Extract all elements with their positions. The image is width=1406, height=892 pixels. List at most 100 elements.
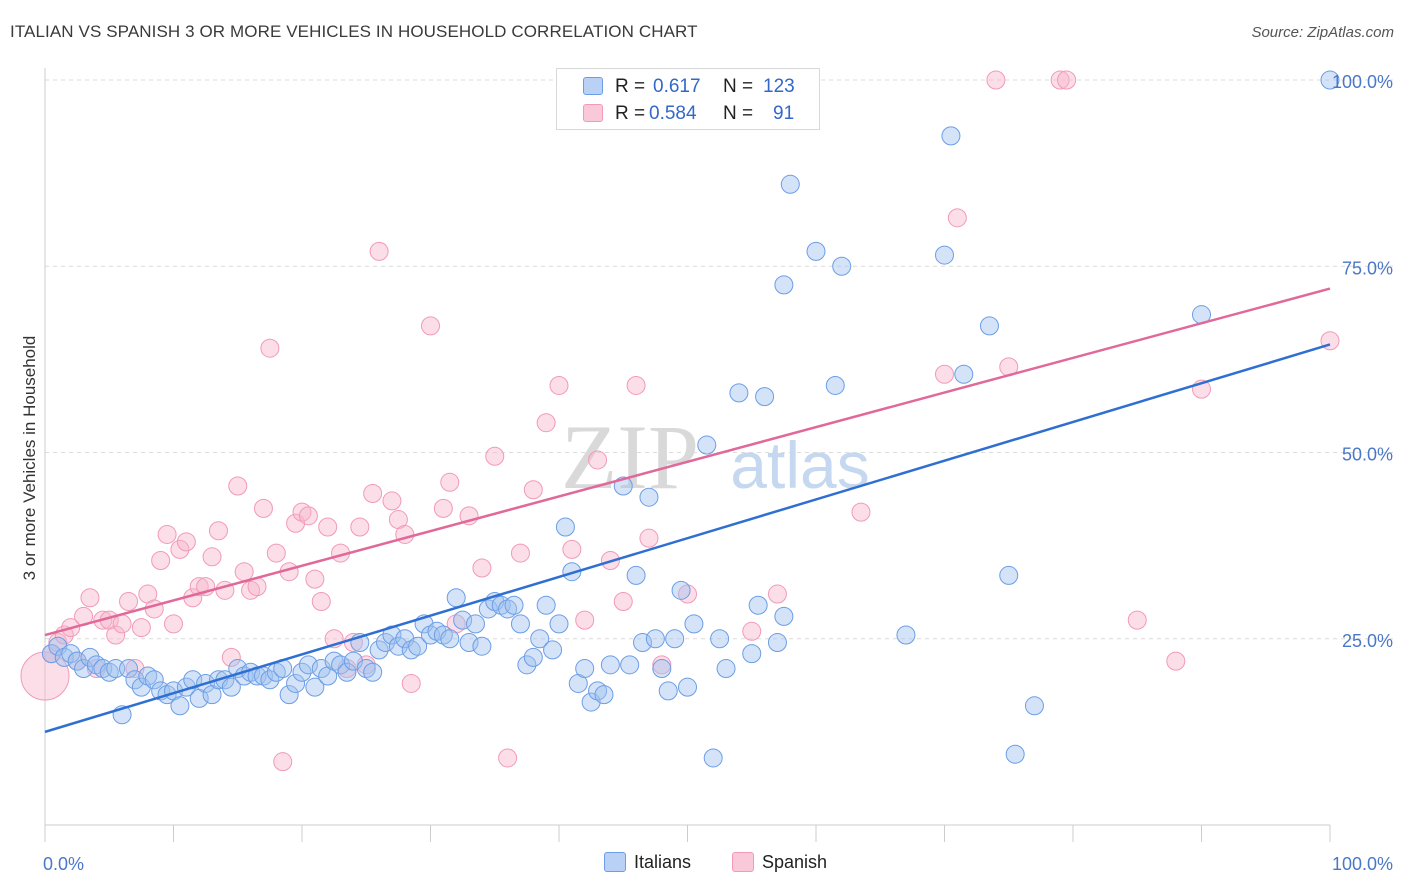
italians-point (633, 632, 653, 652)
spanish-point (947, 208, 967, 228)
spanish-point (510, 543, 530, 563)
italians-point (331, 655, 351, 675)
legend-italians: Italians (604, 852, 691, 873)
italians-point (465, 614, 485, 634)
italians-point (504, 595, 524, 615)
x-tick-label: 0.0% (43, 854, 84, 874)
spanish-point (305, 569, 325, 589)
italians-legend-swatch (604, 852, 626, 872)
italians-point (369, 640, 389, 660)
italians-point (755, 387, 775, 407)
spanish-point (1127, 610, 1147, 630)
italians-point (433, 625, 453, 645)
spanish-point (536, 413, 556, 433)
spanish-point (318, 517, 338, 537)
italians-point (510, 614, 530, 634)
spanish-point (311, 592, 331, 611)
italians-point (286, 673, 306, 693)
italians-point (780, 174, 800, 194)
legend-row-italians: R = 0.617 N = 123 (557, 74, 819, 100)
italians-point (710, 629, 730, 649)
legend-r-value: 0.617 (653, 76, 701, 97)
italians-point (678, 677, 697, 697)
italians-point (742, 644, 762, 664)
tick-labels: 25.0% 50.0% 75.0% 100.0% 0.0% 100.0% (43, 72, 1393, 874)
spanish-point (935, 364, 954, 384)
italians-point (305, 677, 325, 697)
spanish-point (1166, 651, 1186, 671)
italians-point (99, 662, 119, 682)
italians-point (729, 383, 749, 403)
spanish-point (80, 588, 100, 608)
spanish-point (112, 614, 132, 634)
spanish-point (986, 70, 1006, 90)
italians-point (716, 659, 736, 679)
italians-point (337, 662, 357, 682)
italians-point (478, 599, 498, 619)
italians-point (639, 487, 659, 507)
italians-point (594, 685, 614, 705)
italians-point (125, 670, 145, 690)
italians-point (620, 655, 640, 675)
italians-point (543, 640, 563, 660)
spanish-point (549, 375, 569, 395)
italians-point (61, 644, 81, 664)
spanish-point (253, 498, 273, 518)
italians-point (536, 595, 556, 615)
spanish-legend-label: Spanish (762, 852, 828, 872)
spanish-point (588, 450, 608, 470)
italians-point (671, 580, 691, 600)
spanish-point (523, 480, 543, 500)
spanish-point (498, 748, 518, 768)
watermark-atlas: atlas (730, 428, 869, 502)
spanish-point (851, 502, 871, 522)
italians-point (530, 629, 550, 649)
italians-point (767, 632, 787, 652)
legend-n-value: 123 (763, 76, 795, 97)
italians-point (453, 610, 473, 630)
italians-point (119, 659, 139, 679)
italians-point (562, 562, 582, 582)
italians-point (652, 659, 672, 679)
legend-r-label: R = (615, 103, 646, 124)
spanish-point (421, 316, 440, 336)
italians-point (324, 651, 344, 671)
italians-point (67, 651, 87, 671)
spanish-point (767, 584, 787, 604)
spanish-point (369, 241, 389, 261)
italians-point (523, 647, 543, 667)
italians-point (498, 599, 518, 619)
spanish-point (119, 592, 139, 611)
spanish-point (433, 498, 453, 518)
spanish-point (613, 592, 633, 611)
italians-point (472, 636, 492, 656)
italians-point (999, 565, 1019, 585)
italians-point (600, 655, 620, 675)
italians-point (408, 636, 428, 656)
spanish-point (292, 502, 312, 522)
italians-point (665, 629, 685, 649)
spanish-point (562, 539, 582, 559)
legend-r-value: 0.584 (649, 103, 697, 124)
spanish-swatch (583, 104, 603, 122)
italians-point (170, 696, 190, 716)
italians-point (1024, 696, 1044, 716)
italians-points (41, 70, 1340, 768)
italians-point (1320, 70, 1340, 90)
italians-point (825, 375, 845, 395)
y-tick-label: 100.0% (1332, 72, 1393, 92)
italians-point (806, 241, 826, 261)
italians-point (376, 632, 396, 652)
chart-title: ITALIAN VS SPANISH 3 OR MORE VEHICLES IN… (10, 22, 698, 41)
spanish-point (170, 539, 190, 559)
spanish-point (1057, 70, 1077, 90)
y-tick-label: 75.0% (1342, 258, 1393, 278)
italians-point (832, 256, 852, 276)
italians-point (684, 614, 704, 634)
italians-point (979, 316, 999, 336)
spanish-point (575, 610, 595, 630)
italians-point (626, 565, 646, 585)
spanish-point (382, 491, 402, 511)
legend-row-spanish: R = 0.584 N = 91 (557, 101, 819, 127)
italians-point (896, 625, 916, 645)
